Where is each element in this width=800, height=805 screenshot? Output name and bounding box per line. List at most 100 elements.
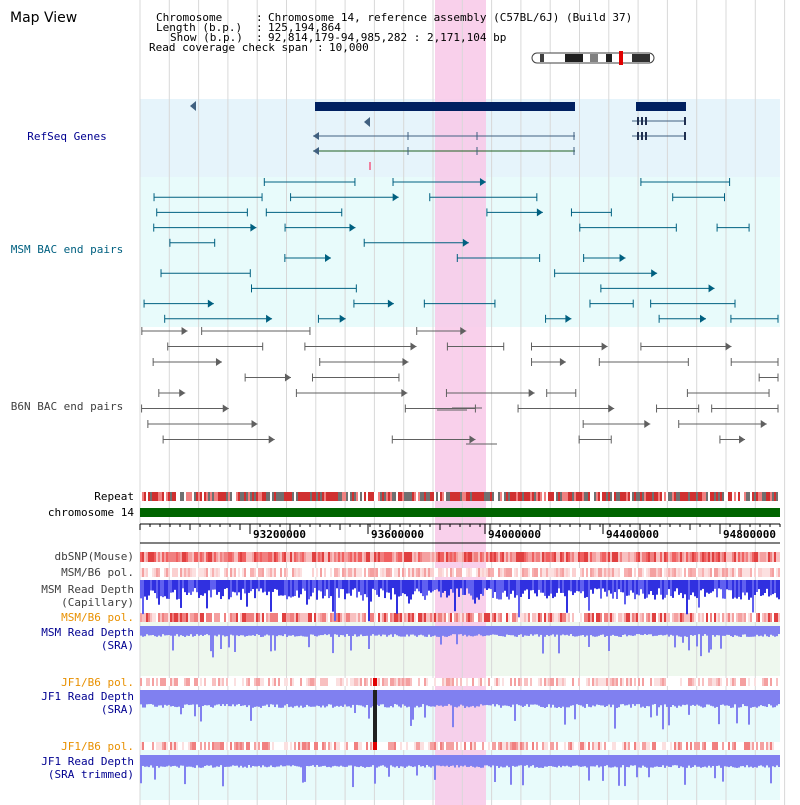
msm-capillary-depth-bar: [160, 580, 162, 597]
dbsnp-cell: [528, 552, 530, 562]
msm-pol-cell: [488, 613, 490, 622]
jf1-pol-cell: [724, 742, 726, 750]
msm-sra-depth-bar: [696, 626, 698, 647]
jf1-depth-bar: [688, 690, 690, 715]
repeat-segment: [346, 492, 348, 501]
jf1-trimmed-depth-bar: [204, 755, 206, 766]
msm-pol-cell: [230, 568, 232, 577]
msm-sra-depth-bar: [454, 626, 456, 635]
jf1-depth-bar: [194, 690, 196, 717]
jf1-pol-cell: [310, 742, 312, 750]
jf1-trimmed-depth-bar: [720, 755, 722, 768]
msm-pol-cell: [292, 613, 294, 622]
jf1-depth-bar: [702, 690, 704, 708]
msm-pol-cell: [208, 613, 210, 622]
repeat-segment: [140, 492, 142, 501]
msm-capillary-depth-bar: [336, 580, 338, 589]
jf1-depth-bar: [208, 690, 210, 706]
msm-pol-cell: [216, 568, 218, 577]
jf1-depth-bar: [200, 690, 202, 722]
repeat-segment: [372, 492, 374, 501]
jf1-depth-bar: [232, 690, 234, 705]
msm-capillary-depth-bar: [210, 580, 212, 598]
jf1-depth-bar: [164, 690, 166, 705]
msm-capillary-depth-bar: [318, 580, 320, 591]
jf1-trimmed-depth-bar: [462, 755, 464, 767]
repeat-segment: [152, 492, 154, 501]
msm-capillary-depth-bar: [378, 580, 380, 597]
msm-capillary-depth-bar: [530, 580, 532, 591]
jf1-depth-bar: [434, 690, 436, 707]
msm-pol-cell: [568, 613, 570, 622]
jf1-pol-cell: [742, 678, 744, 686]
repeat-segment: [684, 492, 686, 501]
jf1-pol-cell: [142, 742, 144, 750]
jf1-pol-cell: [532, 742, 534, 750]
jf1-trimmed-depth-bar: [598, 755, 600, 768]
jf1-pol-cell: [690, 678, 692, 686]
dbsnp-cell: [666, 552, 668, 562]
jf1-pol-cell: [520, 742, 522, 750]
dbsnp-cell: [430, 552, 432, 562]
msm-pol-cell: [160, 613, 162, 622]
msm-pol-cell: [594, 568, 596, 577]
jf1-trimmed-depth-bar: [484, 755, 486, 766]
msm-pol-cell: [348, 613, 350, 622]
msm-pol-cell: [238, 568, 240, 577]
jf1-depth-bar: [280, 690, 282, 708]
repeat-segment: [256, 492, 258, 501]
dbsnp-cell: [306, 552, 308, 562]
jf1-pol-cell: [496, 678, 498, 686]
msm-pol-cell: [144, 613, 146, 622]
msm-pol-cell: [742, 613, 744, 622]
jf1-depth-bar: [320, 690, 322, 708]
chromosome-bar: [140, 508, 780, 517]
jf1-pol-cell: [150, 678, 152, 686]
jf1-pol-cell: [714, 678, 716, 686]
jf1-pol-cell: [642, 742, 644, 750]
msm-pol-cell: [676, 613, 678, 622]
jf1-depth-bar: [406, 690, 408, 708]
axis-tick-label: 93200000: [253, 528, 306, 541]
msm-pol-cell: [342, 568, 344, 577]
dbsnp-cell: [498, 552, 500, 562]
dbsnp-cell: [720, 552, 722, 562]
jf1-pol-cell: [632, 678, 634, 686]
jf1-depth-bar: [612, 690, 614, 705]
gene-arrow: [313, 147, 319, 155]
repeat-segment: [524, 492, 526, 501]
msm-pol-cell: [478, 613, 480, 622]
jf1-pol-cell: [432, 742, 434, 750]
dbsnp-cell: [614, 552, 616, 562]
jf1-pol-cell: [680, 678, 682, 686]
jf1-pol-cell: [146, 742, 148, 750]
jf1-pol-cell: [414, 742, 416, 750]
msm-pol-cell: [490, 568, 492, 577]
msm-pol-cell: [360, 568, 362, 577]
msm-pol-cell: [312, 613, 314, 622]
msm-pol-cell: [762, 568, 764, 577]
jf1-depth-bar: [708, 690, 710, 705]
jf1-trimmed-depth-bar: [486, 755, 488, 766]
repeat-segment: [428, 492, 430, 501]
jf1-pol-cell: [158, 742, 160, 750]
jf1-trimmed-depth-bar: [522, 755, 524, 786]
msm-capillary-depth-bar: [294, 580, 296, 596]
jf1-pol-cell: [398, 742, 400, 750]
msm-pol-cell: [648, 613, 650, 622]
jf1-trimmed-depth-bar: [752, 755, 754, 768]
jf1-pol-cell: [516, 678, 518, 686]
msm-sra-depth-bar: [646, 626, 648, 635]
msm-sra-depth-bar: [236, 626, 238, 636]
msm-sra-depth-bar: [764, 626, 766, 635]
msm-pol-cell: [708, 613, 710, 622]
msm-pol-cell: [448, 613, 450, 622]
jf1-trimmed-depth-bar: [680, 755, 682, 767]
msm-pol-cell: [160, 568, 162, 577]
jf1-trimmed-depth-bar: [382, 755, 384, 766]
jf1-trimmed-depth-bar: [474, 755, 476, 768]
msm-pol-cell: [276, 613, 278, 622]
jf1-trimmed-depth-bar: [716, 755, 718, 766]
msm-pol-cell: [234, 568, 236, 577]
